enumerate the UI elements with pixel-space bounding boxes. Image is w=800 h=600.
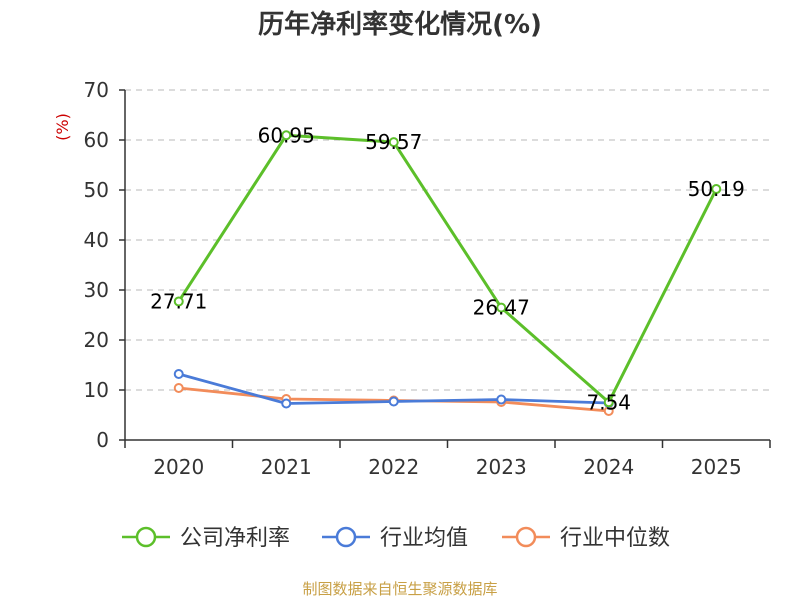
series-0-point-2021	[281, 130, 292, 141]
data-label-2024: 7.54	[586, 390, 631, 414]
x-tick-label-2024: 2024	[583, 455, 634, 479]
series-0-point-2022	[388, 137, 399, 148]
y-axis-unit: (%)	[53, 113, 72, 141]
series-1-point-2021	[281, 398, 292, 409]
data-label-2022: 59.57	[365, 130, 422, 154]
x-tick-label-2025: 2025	[691, 455, 742, 479]
series-lines	[173, 130, 722, 416]
series-0-point-2023	[496, 302, 507, 313]
data-label-2020: 27.71	[150, 289, 207, 313]
legend-swatch-marker-0	[135, 526, 157, 548]
series-1-point-2022	[388, 396, 399, 407]
y-tick-label-20: 20	[84, 328, 109, 352]
legend-swatch-marker-2	[515, 526, 537, 548]
series-line-0	[177, 133, 718, 404]
data-label-2025: 50.19	[688, 177, 745, 201]
y-tick-label-0: 0	[96, 428, 109, 452]
y-tick-label-60: 60	[84, 128, 109, 152]
legend-item-1[interactable]: 行业均值	[322, 526, 468, 551]
legend-label-0: 公司净利率	[180, 526, 290, 551]
data-source-note: 制图数据来自恒生聚源数据库	[302, 580, 497, 598]
series-1-point-2023	[496, 394, 507, 405]
y-tick-label-30: 30	[84, 278, 109, 302]
y-tick-label-10: 10	[84, 378, 109, 402]
y-tick-label-70: 70	[84, 78, 109, 102]
x-tick-label-2023: 2023	[476, 455, 527, 479]
x-tick-label-2022: 2022	[368, 455, 419, 479]
grid-lines	[125, 89, 770, 391]
series-0-point-2020	[173, 296, 184, 307]
legend-item-2[interactable]: 行业中位数	[502, 526, 670, 551]
series-1-point-2020	[173, 369, 184, 379]
data-label-2021: 60.95	[258, 123, 315, 147]
legend-swatch-marker-1	[335, 526, 357, 548]
axes: 0 10 20 30 40 50 60 70 2020 2021 2022 2023 2024 2025	[84, 78, 771, 479]
legend-item-0[interactable]: 公司净利率	[122, 526, 290, 551]
legend[interactable]: 公司净利率 行业均值 行业中位数	[122, 526, 670, 551]
y-tick-label-40: 40	[84, 228, 109, 252]
x-tick-label-2020: 2020	[153, 455, 204, 479]
series-2-point-2020	[173, 383, 184, 393]
series-0-point-2024	[603, 397, 614, 408]
chart-title: 历年净利率变化情况(%)	[258, 9, 542, 40]
y-tick-label-50: 50	[84, 178, 109, 202]
data-labels: 27.71 60.95 59.57 26.47 7.54 50.19	[150, 123, 745, 414]
legend-label-2: 行业中位数	[560, 526, 670, 551]
series-0-point-2025	[711, 184, 722, 195]
legend-label-1: 行业均值	[380, 526, 468, 551]
data-label-2023: 26.47	[473, 296, 530, 320]
x-tick-label-2021: 2021	[261, 455, 312, 479]
